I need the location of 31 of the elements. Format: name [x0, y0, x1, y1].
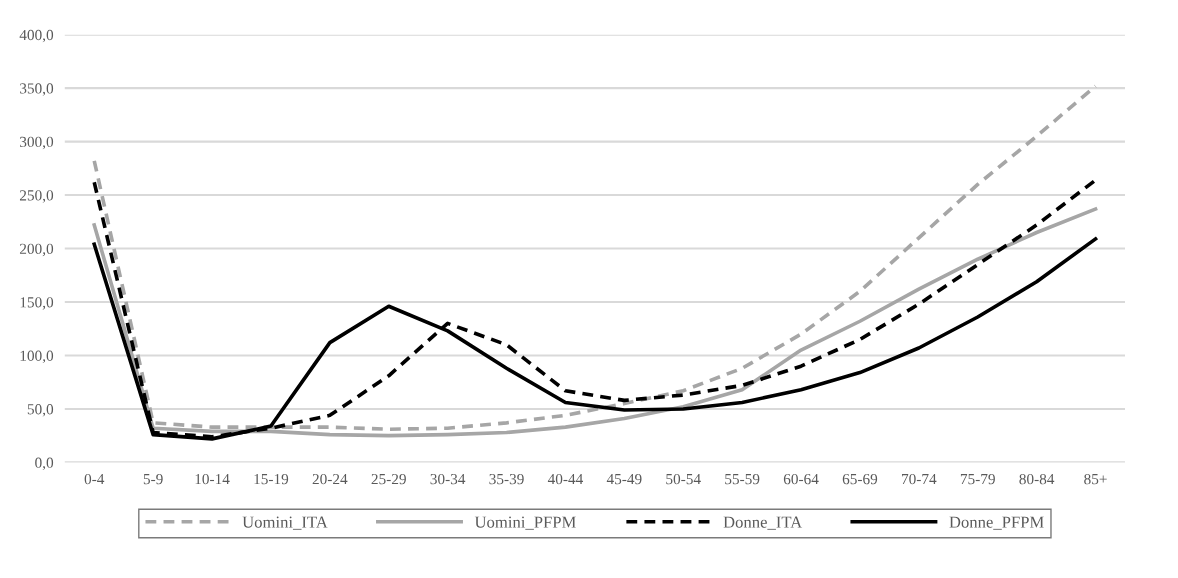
x-tick-label: 5-9 [143, 474, 163, 485]
legend-label: Uomini_PFPM [474, 516, 576, 530]
y-tick-label: 0,0 [35, 457, 54, 471]
legend-label: Donne_ITA [723, 516, 803, 530]
x-tick-label: 25-29 [371, 474, 406, 485]
x-tick-label: 10-14 [195, 473, 230, 485]
y-tick-label: 400,0 [19, 29, 54, 43]
x-tick-label: 20-24 [312, 473, 348, 485]
y-tick-label: 200,0 [19, 243, 54, 257]
x-tick-label: 40-44 [547, 473, 584, 485]
y-tick-label: 250,0 [19, 190, 54, 203]
x-tick-label: 0-4 [84, 473, 105, 485]
x-tick-label: 60-64 [783, 473, 819, 485]
x-tick-label: 15-19 [254, 474, 289, 485]
x-tick-label: 50-54 [666, 473, 701, 485]
x-tick-label: 45-49 [606, 474, 642, 485]
x-tick-label: 70-74 [902, 473, 937, 485]
x-tick-label: 85+ [1084, 473, 1107, 485]
x-tick-label: 55-59 [725, 474, 760, 485]
x-tick-label: 80-84 [1019, 473, 1055, 485]
y-tick-label: 300,0 [20, 136, 54, 150]
x-tick-label: 35-39 [489, 474, 524, 485]
y-tick-label: 100,0 [20, 350, 54, 364]
x-tick-label: 65-69 [842, 474, 878, 485]
y-tick-label: 150,0 [20, 297, 54, 310]
y-tick-label: 50,0 [27, 404, 54, 417]
x-tick-label: 30-34 [430, 473, 466, 485]
legend-label: Donne_PFPM [949, 516, 1044, 530]
y-tick-label: 350,0 [20, 83, 54, 96]
x-tick-label: 75-79 [960, 474, 995, 485]
legend-label: Uomini_ITA [242, 516, 328, 530]
